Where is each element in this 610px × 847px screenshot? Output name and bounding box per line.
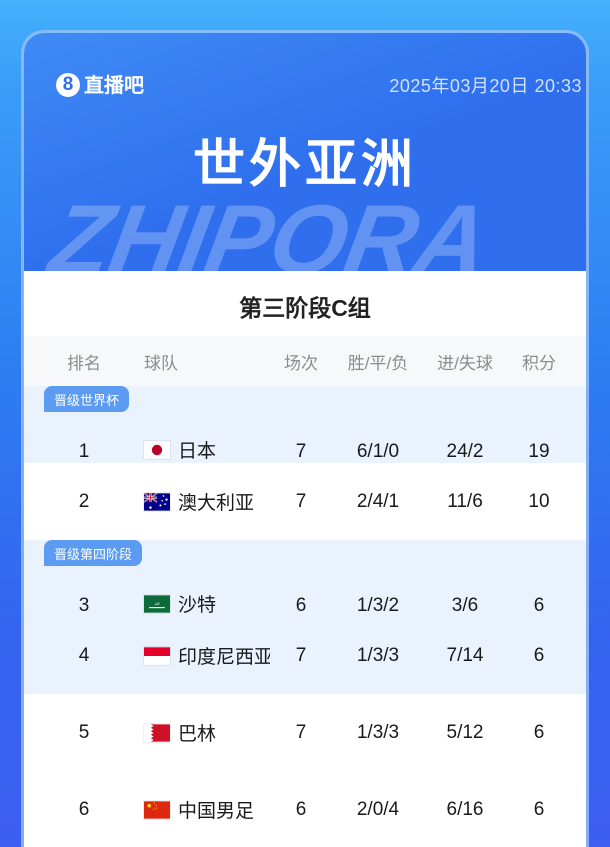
svg-text:الله: الله (154, 601, 159, 605)
